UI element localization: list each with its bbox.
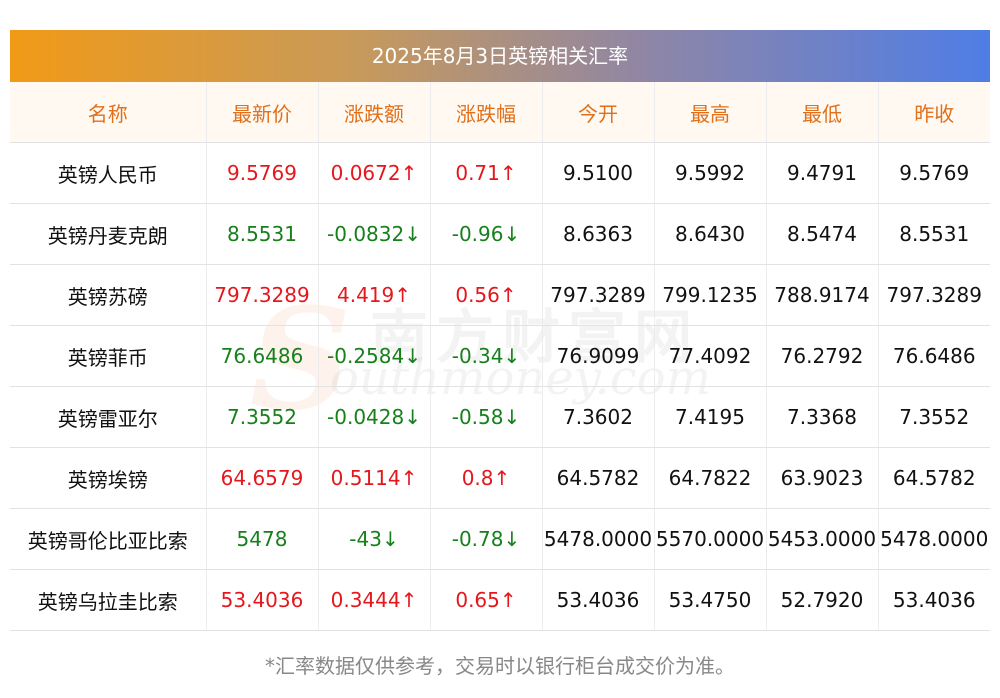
- cell-low: 63.9023: [766, 447, 879, 509]
- cell-prev-close: 64.5782: [878, 447, 990, 509]
- cell-change: -0.2584↓: [318, 325, 431, 387]
- cell-open: 7.3602: [542, 386, 655, 448]
- cell-change-pct: 0.8↑: [430, 447, 543, 509]
- cell-high: 799.1235: [654, 264, 767, 326]
- cell-change-pct: -0.34↓: [430, 325, 543, 387]
- table-header-row: 名称 最新价 涨跌额 涨跌幅 今开 最高 最低 昨收: [10, 82, 990, 143]
- cell-open: 9.5100: [542, 142, 655, 204]
- table-row: 英镑埃镑 64.6579 0.5114↑ 0.8↑ 64.5782 64.7822 63.9…: [10, 447, 990, 509]
- cell-change-pct: 0.71↑: [430, 142, 543, 204]
- cell-latest: 53.4036: [206, 569, 319, 631]
- cell-change: 0.0672↑: [318, 142, 431, 204]
- cell-name: 英镑埃镑: [10, 447, 207, 509]
- cell-latest: 76.6486: [206, 325, 319, 387]
- table-row: 英镑人民币 9.5769 0.0672↑ 0.71↑ 9.5100 9.5992 9.479…: [10, 142, 990, 204]
- cell-prev-close: 53.4036: [878, 569, 990, 631]
- cell-change: 0.3444↑: [318, 569, 431, 631]
- table-row: 英镑丹麦克朗 8.5531 -0.0832↓ -0.96↓ 8.6363 8.6430 8.…: [10, 203, 990, 265]
- cell-latest: 5478: [206, 508, 319, 570]
- cell-open: 76.9099: [542, 325, 655, 387]
- cell-change-pct: 0.65↑: [430, 569, 543, 631]
- header-prev-close: 昨收: [878, 82, 990, 143]
- cell-low: 788.9174: [766, 264, 879, 326]
- cell-prev-close: 8.5531: [878, 203, 990, 265]
- cell-change-pct: 0.56↑: [430, 264, 543, 326]
- cell-high: 64.7822: [654, 447, 767, 509]
- cell-change-pct: -0.96↓: [430, 203, 543, 265]
- cell-change: 4.419↑: [318, 264, 431, 326]
- cell-prev-close: 7.3552: [878, 386, 990, 448]
- cell-open: 64.5782: [542, 447, 655, 509]
- cell-latest: 9.5769: [206, 142, 319, 204]
- cell-high: 5570.0000: [654, 508, 767, 570]
- cell-prev-close: 76.6486: [878, 325, 990, 387]
- header-low: 最低: [766, 82, 879, 143]
- header-high: 最高: [654, 82, 767, 143]
- cell-high: 7.4195: [654, 386, 767, 448]
- cell-change: 0.5114↑: [318, 447, 431, 509]
- cell-open: 53.4036: [542, 569, 655, 631]
- cell-high: 77.4092: [654, 325, 767, 387]
- cell-open: 8.6363: [542, 203, 655, 265]
- cell-low: 9.4791: [766, 142, 879, 204]
- cell-name: 英镑雷亚尔: [10, 386, 207, 448]
- header-name: 名称: [10, 82, 207, 143]
- cell-name: 英镑苏磅: [10, 264, 207, 326]
- cell-latest: 8.5531: [206, 203, 319, 265]
- cell-change-pct: -0.78↓: [430, 508, 543, 570]
- table-row: 英镑乌拉圭比索 53.4036 0.3444↑ 0.65↑ 53.4036 53.4750…: [10, 569, 990, 631]
- table-row: 英镑哥伦比亚比索 5478 -43↓ -0.78↓ 5478.0000 5570.0000…: [10, 508, 990, 570]
- cell-low: 52.7920: [766, 569, 879, 631]
- cell-high: 8.6430: [654, 203, 767, 265]
- footnote: *汇率数据仅供参考，交易时以银行柜台成交价为准。: [265, 654, 735, 678]
- cell-high: 53.4750: [654, 569, 767, 631]
- cell-open: 5478.0000: [542, 508, 655, 570]
- cell-high: 9.5992: [654, 142, 767, 204]
- cell-change-pct: -0.58↓: [430, 386, 543, 448]
- cell-prev-close: 797.3289: [878, 264, 990, 326]
- header-change: 涨跌额: [318, 82, 431, 143]
- cell-change: -0.0832↓: [318, 203, 431, 265]
- cell-open: 797.3289: [542, 264, 655, 326]
- cell-prev-close: 9.5769: [878, 142, 990, 204]
- cell-low: 7.3368: [766, 386, 879, 448]
- cell-low: 8.5474: [766, 203, 879, 265]
- cell-name: 英镑丹麦克朗: [10, 203, 207, 265]
- cell-latest: 64.6579: [206, 447, 319, 509]
- cell-latest: 797.3289: [206, 264, 319, 326]
- cell-name: 英镑人民币: [10, 142, 207, 204]
- header-latest: 最新价: [206, 82, 319, 143]
- cell-low: 5453.0000: [766, 508, 879, 570]
- cell-change: -43↓: [318, 508, 431, 570]
- exchange-rate-table: 名称 最新价 涨跌额 涨跌幅 今开 最高 最低 昨收 英镑人民币 9.5769 0.…: [10, 82, 990, 631]
- cell-change: -0.0428↓: [318, 386, 431, 448]
- cell-prev-close: 5478.0000: [878, 508, 990, 570]
- cell-name: 英镑哥伦比亚比索: [10, 508, 207, 570]
- page-title: 2025年8月3日英镑相关汇率: [10, 30, 990, 82]
- header-open: 今开: [542, 82, 655, 143]
- cell-name: 英镑乌拉圭比索: [10, 569, 207, 631]
- cell-name: 英镑菲币: [10, 325, 207, 387]
- cell-latest: 7.3552: [206, 386, 319, 448]
- header-change-pct: 涨跌幅: [430, 82, 543, 143]
- table-row: 英镑苏磅 797.3289 4.419↑ 0.56↑ 797.3289 799.1235 7…: [10, 264, 990, 326]
- table-row: 英镑菲币 76.6486 -0.2584↓ -0.34↓ 76.9099 77.4092 7…: [10, 325, 990, 387]
- cell-low: 76.2792: [766, 325, 879, 387]
- table-row: 英镑雷亚尔 7.3552 -0.0428↓ -0.58↓ 7.3602 7.4195 7.3…: [10, 386, 990, 448]
